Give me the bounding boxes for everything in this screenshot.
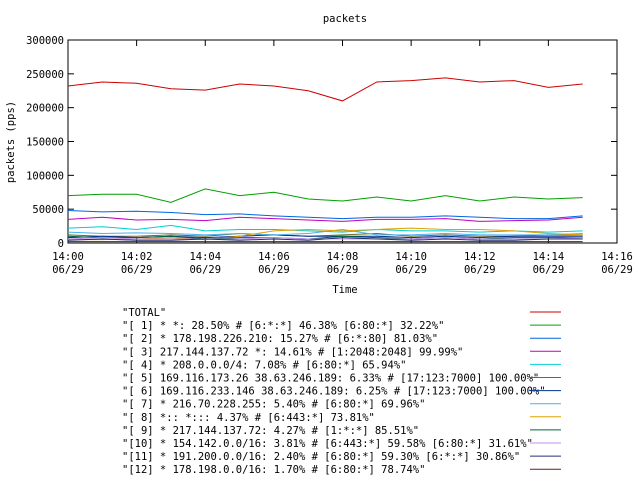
series-line	[67, 210, 583, 220]
y-tick-label: 150000	[26, 137, 64, 149]
legend-label: "[ 9] * 217.144.137.72: 4.27% # [1:*:*] …	[122, 425, 419, 437]
legend-label: "[ 2] * 178.198.226.210: 15.27% # [6:*:8…	[122, 333, 438, 345]
series-line	[67, 77, 583, 102]
x-tick-label: 14:10 06/29	[395, 251, 427, 276]
x-tick-label: 14:08 06/29	[327, 251, 359, 276]
x-axis-label: Time	[332, 284, 357, 296]
series-line	[67, 237, 583, 241]
series-line	[67, 235, 583, 240]
legend-label: "[ 1] * *: 28.50% # [6:*:*] 46.38% [6:80…	[122, 320, 444, 332]
y-tick-label: 200000	[26, 103, 64, 115]
legend-label: "TOTAL"	[122, 307, 166, 319]
y-tick-label: 0	[58, 238, 64, 250]
y-tick-label: 250000	[26, 69, 64, 81]
legend-label: "[ 7] * 216.70.228.255: 5.40% # [6:80:*]…	[122, 399, 425, 411]
series-line	[67, 233, 583, 237]
y-tick-label: 300000	[26, 35, 64, 47]
legend-label: "[ 3] 217.144.137.72 *: 14.61% # [1:2048…	[122, 346, 463, 358]
series-line	[67, 228, 583, 236]
x-tick-label: 14:16 06/29	[601, 251, 633, 276]
legend-label: "[11] * 191.200.0.0/16: 2.40% # [6:80:*]…	[122, 451, 520, 463]
y-axis-label: packets (pps)	[5, 101, 17, 183]
x-tick-label: 14:04 06/29	[189, 251, 221, 276]
x-tick-label: 14:00 06/29	[52, 251, 84, 276]
x-tick-label: 14:02 06/29	[121, 251, 153, 276]
x-tick-label: 14:12 06/29	[464, 251, 496, 276]
x-tick-label: 14:06 06/29	[258, 251, 290, 276]
legend-label: "[12] * 178.198.0.0/16: 1.70% # [6:80:*]…	[122, 464, 425, 476]
chart-title: packets	[323, 13, 367, 25]
legend-label: "[ 4] * 208.0.0.0/4: 7.08% # [6:80:*] 65…	[122, 359, 406, 371]
series-line	[67, 216, 583, 222]
y-tick-label: 100000	[26, 170, 64, 182]
legend-label: "[ 8] *:: *::: 4.37% # [6:443:*] 73.81%"	[122, 412, 375, 424]
x-tick-label: 14:14 06/29	[533, 251, 565, 276]
series-line	[67, 188, 583, 203]
legend-label: "[ 6] 169.116.233.146 38.63.246.189: 6.2…	[122, 386, 546, 398]
legend-label: "[10] * 154.142.0.0/16: 3.81% # [6:443:*…	[122, 438, 533, 450]
legend-label: "[ 5] 169.116.173.26 38.63.246.189: 6.33…	[122, 373, 539, 385]
y-tick-label: 50000	[32, 204, 64, 216]
series-line	[68, 227, 583, 241]
